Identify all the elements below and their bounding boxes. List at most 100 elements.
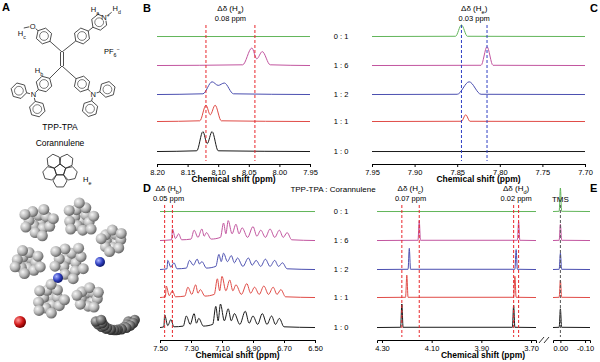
panel-label: D bbox=[143, 182, 151, 194]
tick: 0.00 bbox=[554, 340, 569, 353]
figure: BΔδ (Ha)0.08 ppm8.208.158.108.058.007.95… bbox=[0, 0, 600, 362]
atom-sphere bbox=[50, 246, 61, 257]
tick-mark bbox=[542, 164, 543, 167]
atom-sphere bbox=[89, 302, 100, 313]
annotation-shift: 0.05 ppm bbox=[153, 194, 184, 203]
tick-mark bbox=[284, 340, 285, 343]
bond bbox=[88, 27, 93, 31]
atom-sphere bbox=[73, 243, 84, 254]
spectrum bbox=[157, 132, 310, 152]
text-part: a bbox=[96, 10, 99, 16]
text-part: ) bbox=[179, 184, 182, 193]
legend-label: 1 : 2 bbox=[334, 90, 349, 99]
panel: DΔδ (Hb)0.05 ppm7.507.307.106.906.706.50… bbox=[143, 182, 323, 360]
text-part: TMS bbox=[552, 195, 569, 204]
atom-sphere bbox=[104, 246, 115, 257]
tick-mark bbox=[160, 340, 161, 343]
atom-sphere bbox=[65, 224, 76, 235]
tick-label: 8.20 bbox=[150, 168, 165, 177]
tick: 7.50 bbox=[153, 340, 168, 353]
spectrum bbox=[157, 48, 310, 66]
panel: TMS 0.00 -0.10 bbox=[552, 188, 594, 353]
spectrum bbox=[157, 82, 310, 95]
spectrum bbox=[160, 211, 315, 212]
tick-mark bbox=[432, 340, 433, 343]
spectrum bbox=[160, 304, 315, 328]
text-part: ) bbox=[241, 4, 244, 13]
shift-marker bbox=[419, 205, 420, 337]
text-part: N bbox=[31, 90, 36, 99]
text-part: O bbox=[30, 22, 36, 31]
atom-sphere bbox=[38, 204, 49, 215]
plot-area bbox=[157, 25, 310, 161]
ring bbox=[82, 101, 97, 117]
ring bbox=[47, 154, 60, 168]
spectrum bbox=[160, 276, 315, 297]
shift-marker bbox=[487, 25, 488, 161]
atom-sphere bbox=[78, 263, 89, 274]
molecular-model bbox=[10, 197, 140, 335]
aromatic-ring bbox=[78, 32, 87, 41]
atom-sphere bbox=[53, 273, 63, 283]
text-part: e bbox=[88, 180, 91, 186]
tick: 7.95 bbox=[303, 164, 318, 177]
atom-sphere bbox=[71, 290, 82, 301]
axis-break bbox=[544, 337, 549, 343]
spectrum bbox=[372, 25, 585, 37]
atom-sphere bbox=[19, 268, 30, 279]
tick: 3.70 bbox=[524, 340, 539, 353]
legend-label: 1 : 1 bbox=[334, 293, 349, 302]
spectrum bbox=[372, 47, 585, 66]
ring bbox=[36, 28, 51, 44]
tick-label: 3.70 bbox=[524, 344, 539, 353]
bond bbox=[63, 52, 64, 66]
annotation-label: TMS bbox=[552, 195, 569, 204]
tick-mark bbox=[310, 164, 311, 167]
tick: -0.10 bbox=[577, 340, 594, 353]
structure-corannulene: He bbox=[43, 154, 92, 187]
legend-label: 1 : 6 bbox=[334, 61, 349, 70]
bond bbox=[62, 66, 76, 79]
spectrum bbox=[553, 280, 590, 298]
plot-area bbox=[377, 205, 536, 337]
structure-tpp-tpa: OHcHaN+HdNNHbPF6− bbox=[11, 4, 121, 117]
spectrum bbox=[372, 151, 585, 152]
aromatic-ring bbox=[15, 86, 24, 95]
bond bbox=[62, 41, 76, 52]
atom-label: O bbox=[30, 22, 36, 31]
atom-sphere bbox=[46, 308, 57, 319]
legend-label: 1 : 1 bbox=[334, 117, 349, 126]
panel: BΔδ (Ha)0.08 ppm8.208.158.108.058.007.95… bbox=[143, 2, 318, 184]
ring bbox=[43, 167, 57, 180]
atom-sphere bbox=[86, 224, 97, 235]
text-part: − bbox=[117, 46, 120, 52]
text-part: Δδ (H bbox=[155, 184, 176, 193]
atom-sphere bbox=[34, 305, 45, 316]
legend-title: TPP-TPA : Corannulene bbox=[290, 185, 376, 194]
atom-label: Ha bbox=[91, 5, 99, 16]
tick-mark bbox=[253, 340, 254, 343]
annotation-shift: 0.08 ppm bbox=[215, 14, 246, 23]
atom-sphere bbox=[93, 287, 104, 298]
tick-label: 4.10 bbox=[425, 344, 440, 353]
atom-sphere bbox=[49, 261, 60, 272]
annotation-shift: 0.03 ppm bbox=[459, 14, 490, 23]
x-axis-title: Chemical shift (ppm) bbox=[191, 174, 275, 184]
ring bbox=[11, 83, 26, 98]
text-part: Δδ (H bbox=[461, 4, 482, 13]
plot-area bbox=[553, 188, 590, 337]
spectrum bbox=[372, 115, 585, 122]
axis-line bbox=[554, 341, 591, 344]
tick: 4.30 bbox=[375, 340, 390, 353]
shift-marker bbox=[518, 205, 519, 337]
aromatic-ring bbox=[33, 105, 42, 114]
x-axis: 0.00 -0.10 bbox=[554, 340, 595, 353]
plot-area bbox=[160, 205, 315, 337]
spectrum bbox=[377, 304, 536, 328]
tick-mark bbox=[531, 340, 532, 343]
text-part: ) bbox=[421, 184, 424, 193]
atom-label: N+ bbox=[101, 12, 110, 22]
tick-mark bbox=[457, 164, 458, 167]
aromatic-ring bbox=[40, 80, 49, 89]
spectrum bbox=[377, 275, 536, 297]
